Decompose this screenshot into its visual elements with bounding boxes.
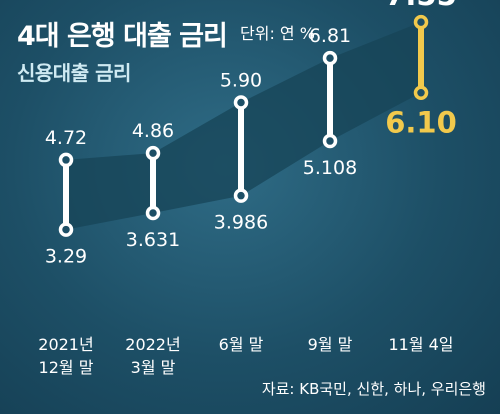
category-label: 2022년 [125,335,180,354]
high-rate-point [145,145,161,161]
high-rate-label: 6.81 [309,25,351,47]
low-rate-point [58,222,74,237]
category-label: 11월 4일 [388,335,453,354]
category-label: 12월 말 [39,358,94,377]
low-rate-label: 3.29 [45,246,87,268]
category-label: 6월 말 [219,335,264,354]
low-rate-point [145,205,161,221]
high-rate-point [413,14,429,30]
high-rate-label: 4.72 [45,127,87,149]
high-rate-label: 7.55 [385,0,457,12]
chart-title: 4대 은행 대출 금리 [17,21,228,52]
high-rate-point [58,152,74,168]
low-rate-label: 5.108 [303,157,357,179]
high-rate-label: 5.90 [220,69,262,91]
low-rate-point [322,133,338,149]
low-rate-point [413,85,429,100]
category-label: 2021년 [38,335,93,354]
category-label: 9월 말 [308,335,353,354]
chart-subtitle: 신용대출 금리 [17,61,131,85]
unit-label: 단위: 연 % [240,24,315,43]
high-rate-point [233,95,249,110]
high-rate-point [322,50,338,66]
source-note: 자료: KB국민, 신한, 하나, 우리은행 [261,380,486,398]
low-rate-point [233,188,249,203]
category-label: 3월 말 [131,358,176,377]
low-rate-label: 6.10 [385,106,457,140]
high-rate-label: 4.86 [132,120,174,142]
low-rate-label: 3.986 [214,212,268,234]
low-rate-label: 3.631 [126,229,180,251]
